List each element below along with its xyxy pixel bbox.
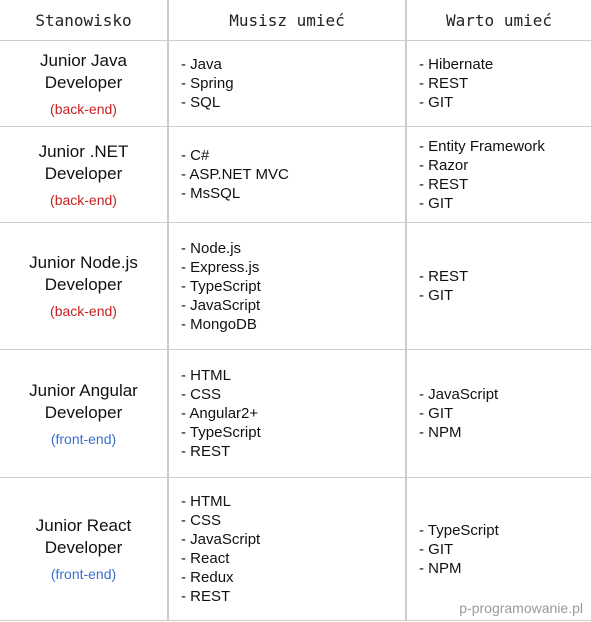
list-item: GIT [419,404,591,423]
list-item: MongoDB [181,315,405,334]
list-item: Hibernate [419,55,591,74]
position-title: Junior Java Developer [40,50,127,92]
position-tag: (front-end) [50,566,117,582]
list-item: GIT [419,194,591,213]
list-item: REST [181,587,405,606]
list-item: MsSQL [181,184,405,203]
list-item: Java [181,55,405,74]
nice-skills: Entity Framework Razor REST GIT [407,137,591,213]
watermark: p-programowanie.pl [459,600,583,616]
nice-cell: JavaScript GIT NPM [405,349,591,478]
table-row: Junior Java Developer (back-end) Java Sp… [0,40,591,127]
list-item: TypeScript [181,423,405,442]
list-item: JavaScript [181,296,405,315]
list-item: CSS [181,511,405,530]
list-item: NPM [419,423,591,442]
required-skills: Node.js Express.js TypeScript JavaScript… [169,239,405,334]
list-item: ASP.NET MVC [181,165,405,184]
header-row: Stanowisko Musisz umieć Warto umieć [0,0,591,41]
list-item: Spring [181,74,405,93]
position-cell: Junior Java Developer (back-end) [0,40,168,127]
position-cell: Junior .NET Developer (back-end) [0,126,168,223]
position-title: Junior Node.js Developer [29,253,138,294]
nice-skills: JavaScript GIT NPM [407,385,591,442]
list-item: Express.js [181,258,405,277]
list-item: Angular2+ [181,404,405,423]
table-row: Junior Node.js Developer (back-end) Node… [0,222,591,350]
position-tag: (back-end) [50,191,117,208]
header-position: Stanowisko [0,0,168,41]
required-skills: HTML CSS JavaScript React Redux REST [169,492,405,606]
position-title: Junior Angular Developer [29,380,138,422]
header-required: Musisz umieć [167,0,406,41]
required-skills: HTML CSS Angular2+ TypeScript REST [169,366,405,461]
required-cell: Java Spring SQL [167,40,406,127]
required-skills: Java Spring SQL [169,55,405,112]
list-item: REST [419,175,591,194]
list-item: Entity Framework [419,137,591,156]
list-item: GIT [419,540,591,559]
list-item: HTML [181,366,405,385]
table-row: Junior Angular Developer (front-end) HTM… [0,349,591,478]
list-item: TypeScript [419,521,591,540]
nice-skills: TypeScript GIT NPM [407,521,591,578]
table-row: Junior .NET Developer (back-end) C# ASP.… [0,126,591,223]
list-item: HTML [181,492,405,511]
list-item: GIT [419,93,591,112]
required-skills: C# ASP.NET MVC MsSQL [169,146,405,203]
list-item: NPM [419,559,591,578]
position-title: Junior .NET Developer [38,141,129,183]
nice-skills: Hibernate REST GIT [407,55,591,112]
list-item: Node.js [181,239,405,258]
list-item: C# [181,146,405,165]
list-item: REST [419,74,591,93]
position-cell: Junior React Developer (front-end) [0,477,168,621]
list-item: JavaScript [181,530,405,549]
list-item: CSS [181,385,405,404]
position-cell: Junior Node.js Developer (back-end) [0,222,168,350]
position-tag: (back-end) [50,303,117,319]
list-item: REST [181,442,405,461]
list-item: React [181,549,405,568]
table-row: Junior React Developer (front-end) HTML … [0,477,591,621]
list-item: JavaScript [419,385,591,404]
list-item: GIT [419,286,591,305]
list-item: Razor [419,156,591,175]
required-cell: HTML CSS JavaScript React Redux REST [167,477,406,621]
position-tag: (front-end) [50,430,117,447]
nice-cell: Hibernate REST GIT [405,40,591,127]
list-item: SQL [181,93,405,112]
nice-cell: Entity Framework Razor REST GIT [405,126,591,223]
position-title: Junior React Developer [35,516,132,557]
list-item: REST [419,267,591,286]
required-cell: Node.js Express.js TypeScript JavaScript… [167,222,406,350]
list-item: TypeScript [181,277,405,296]
header-nice-to-have: Warto umieć [405,0,591,41]
required-cell: C# ASP.NET MVC MsSQL [167,126,406,223]
nice-cell: REST GIT [405,222,591,350]
list-item: Redux [181,568,405,587]
position-cell: Junior Angular Developer (front-end) [0,349,168,478]
position-tag: (back-end) [50,100,117,117]
required-cell: HTML CSS Angular2+ TypeScript REST [167,349,406,478]
nice-cell: TypeScript GIT NPM [405,477,591,621]
nice-skills: REST GIT [407,267,591,305]
